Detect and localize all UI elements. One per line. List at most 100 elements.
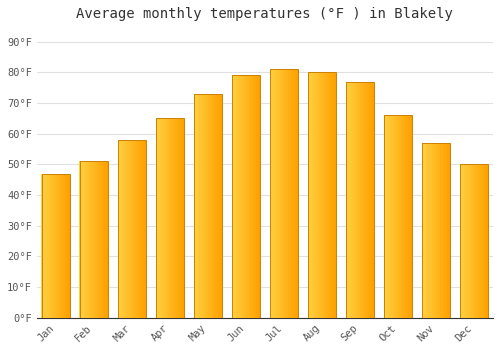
Bar: [54, 174, 56, 318]
Bar: [44, 174, 46, 318]
Bar: [394, 115, 395, 318]
Bar: [350, 82, 352, 318]
Bar: [433, 143, 434, 318]
Bar: [80, 161, 81, 318]
Bar: [291, 69, 292, 318]
Bar: [198, 94, 200, 318]
Bar: [432, 143, 434, 318]
Bar: [195, 94, 196, 318]
Bar: [326, 72, 328, 318]
Bar: [233, 75, 234, 318]
Bar: [81, 161, 82, 318]
Bar: [395, 115, 396, 318]
Bar: [98, 161, 100, 318]
Bar: [96, 161, 98, 318]
Bar: [390, 115, 391, 318]
Bar: [328, 72, 329, 318]
Bar: [429, 143, 430, 318]
Bar: [464, 164, 466, 318]
Bar: [284, 69, 286, 318]
Bar: [438, 143, 439, 318]
Bar: [448, 143, 449, 318]
Bar: [372, 82, 373, 318]
Bar: [329, 72, 330, 318]
Bar: [82, 161, 84, 318]
Bar: [139, 140, 140, 318]
Bar: [168, 118, 170, 318]
Bar: [234, 75, 236, 318]
Bar: [308, 72, 336, 318]
Bar: [50, 174, 51, 318]
Bar: [472, 164, 474, 318]
Bar: [118, 140, 146, 318]
Bar: [219, 94, 221, 318]
Bar: [320, 72, 322, 318]
Bar: [280, 69, 281, 318]
Bar: [332, 72, 334, 318]
Bar: [238, 75, 240, 318]
Bar: [471, 164, 472, 318]
Bar: [250, 75, 252, 318]
Bar: [357, 82, 358, 318]
Bar: [442, 143, 443, 318]
Bar: [204, 94, 205, 318]
Bar: [90, 161, 91, 318]
Bar: [460, 164, 488, 318]
Bar: [486, 164, 487, 318]
Bar: [316, 72, 318, 318]
Bar: [309, 72, 310, 318]
Bar: [461, 164, 462, 318]
Bar: [478, 164, 480, 318]
Bar: [460, 164, 462, 318]
Bar: [434, 143, 436, 318]
Bar: [405, 115, 406, 318]
Bar: [94, 161, 96, 318]
Bar: [232, 75, 260, 318]
Bar: [205, 94, 206, 318]
Bar: [67, 174, 68, 318]
Bar: [215, 94, 216, 318]
Bar: [119, 140, 120, 318]
Bar: [310, 72, 312, 318]
Bar: [466, 164, 467, 318]
Bar: [324, 72, 325, 318]
Bar: [384, 115, 412, 318]
Bar: [439, 143, 440, 318]
Bar: [254, 75, 256, 318]
Bar: [101, 161, 102, 318]
Bar: [53, 174, 54, 318]
Bar: [242, 75, 243, 318]
Bar: [220, 94, 222, 318]
Bar: [404, 115, 405, 318]
Bar: [142, 140, 144, 318]
Bar: [86, 161, 88, 318]
Bar: [122, 140, 124, 318]
Bar: [272, 69, 274, 318]
Bar: [296, 69, 298, 318]
Bar: [470, 164, 472, 318]
Bar: [128, 140, 129, 318]
Bar: [367, 82, 368, 318]
Bar: [314, 72, 315, 318]
Bar: [130, 140, 132, 318]
Bar: [126, 140, 128, 318]
Bar: [467, 164, 468, 318]
Bar: [481, 164, 482, 318]
Bar: [218, 94, 220, 318]
Bar: [85, 161, 87, 318]
Bar: [353, 82, 354, 318]
Bar: [334, 72, 335, 318]
Bar: [238, 75, 239, 318]
Bar: [208, 94, 210, 318]
Bar: [288, 69, 290, 318]
Bar: [430, 143, 432, 318]
Bar: [360, 82, 362, 318]
Bar: [292, 69, 294, 318]
Bar: [156, 118, 184, 318]
Bar: [134, 140, 136, 318]
Bar: [270, 69, 271, 318]
Bar: [356, 82, 357, 318]
Bar: [386, 115, 388, 318]
Bar: [236, 75, 238, 318]
Bar: [314, 72, 316, 318]
